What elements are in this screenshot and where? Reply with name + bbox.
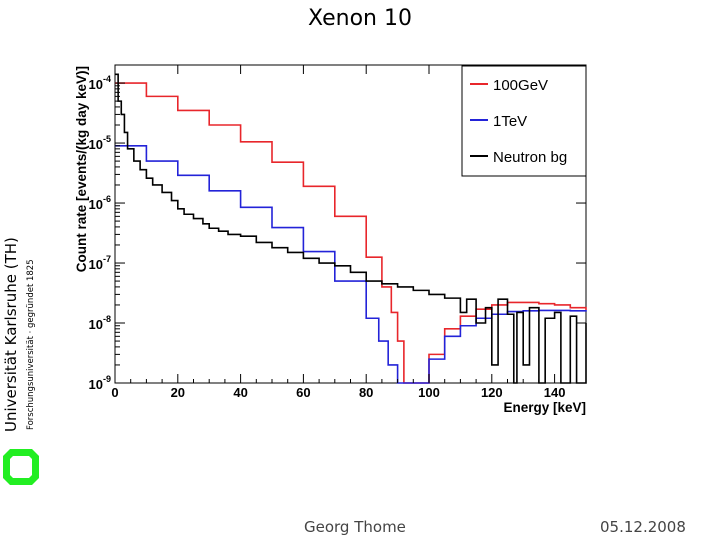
series-line-neutron-bg <box>115 73 587 384</box>
slide-title: Xenon 10 <box>308 6 412 31</box>
footer-author: Georg Thome <box>304 518 406 536</box>
x-axis-title: Energy [keV] <box>503 400 586 415</box>
series-line-100gev <box>115 82 587 384</box>
y-tick-label: 10-5 <box>89 134 111 152</box>
x-tick-label: 20 <box>171 385 185 400</box>
x-tick-label: 60 <box>296 385 310 400</box>
legend-label: 1TeV <box>493 113 527 130</box>
y-tick-label: 10-6 <box>89 194 111 212</box>
legend-label: Neutron bg <box>493 149 567 166</box>
y-tick-label: 10-4 <box>89 74 111 92</box>
x-tick-label: 40 <box>233 385 247 400</box>
y-tick-label: 10-9 <box>89 374 111 392</box>
y-axis-title: Count rate [events/(kg day keV)] <box>74 66 89 272</box>
legend: 100GeV 1TeV Neutron bg <box>461 65 587 177</box>
university-logo-icon <box>3 449 39 485</box>
x-tick-label: 120 <box>481 385 503 400</box>
x-tick-label: 0 <box>111 385 118 400</box>
x-tick-label: 80 <box>359 385 373 400</box>
y-tick-label: 10-8 <box>89 314 111 332</box>
x-tick-label: 100 <box>418 385 440 400</box>
x-tick-label: 140 <box>544 385 566 400</box>
legend-label: 100GeV <box>493 77 548 94</box>
series-line-1tev <box>115 144 587 384</box>
y-tick-label: 10-7 <box>89 254 111 272</box>
footer-date: 05.12.2008 <box>600 518 686 536</box>
